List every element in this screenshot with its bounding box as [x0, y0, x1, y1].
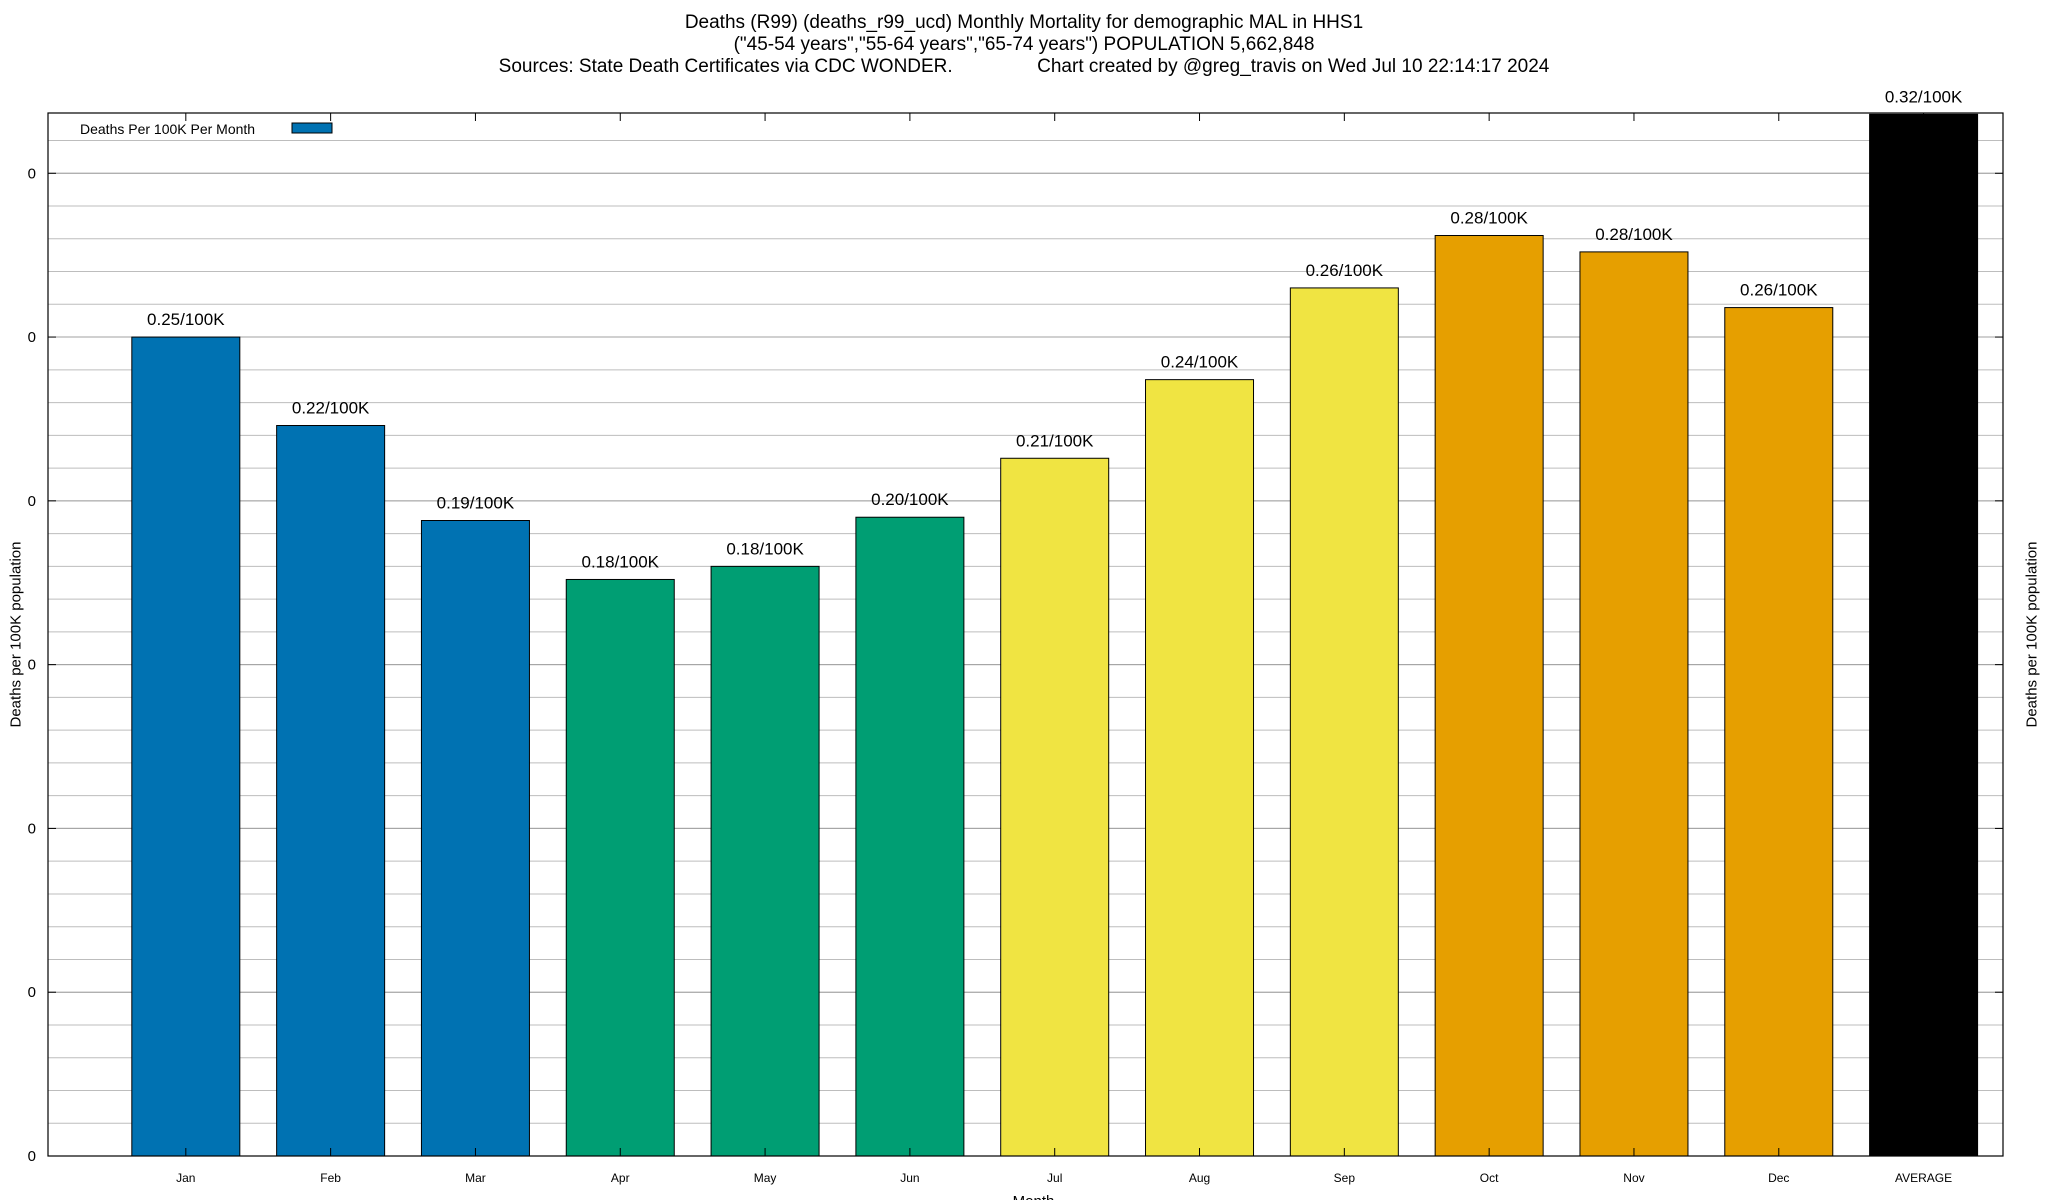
data-label: 0.21/100K [1016, 431, 1094, 450]
x-tick-label: Nov [1623, 1171, 1644, 1185]
x-axis-title: Month [1013, 1193, 1055, 1200]
y-axis-title-left: Deaths per 100K population [7, 541, 25, 728]
x-tick-label: Oct [1480, 1171, 1499, 1185]
data-label: 0.32/100K [1885, 87, 1963, 106]
bar-feb [276, 425, 386, 1157]
bar-oct [1434, 235, 1544, 1157]
y-axis-title-right: Deaths per 100K population [2023, 541, 2041, 728]
x-tick-label: Aug [1189, 1171, 1210, 1185]
bar-aug [1145, 379, 1255, 1157]
data-label: 0.18/100K [726, 539, 804, 558]
data-label: 0.26/100K [1740, 281, 1818, 300]
bar-jul [1000, 457, 1110, 1157]
data-label: 0.18/100K [582, 552, 660, 571]
x-tick-label: Jul [1047, 1171, 1062, 1185]
legend-label: Deaths Per 100K Per Month [80, 121, 255, 137]
bar-mar [420, 520, 530, 1157]
x-tick-label: May [754, 1171, 777, 1185]
x-tick-label: Apr [611, 1171, 630, 1185]
bar-average [1869, 113, 1979, 1157]
y-tick-label: 0 [28, 1148, 36, 1165]
y-tick-label: 0 [28, 984, 36, 1001]
title-line-1: Deaths (R99) (deaths_r99_ucd) Monthly Mo… [684, 12, 1364, 33]
x-tick-label: Mar [465, 1171, 486, 1185]
x-tick-label: Feb [320, 1171, 341, 1185]
data-label: 0.25/100K [147, 310, 225, 329]
data-label: 0.28/100K [1450, 209, 1528, 228]
y-tick-label: 0 [28, 165, 36, 182]
data-label: 0.19/100K [437, 494, 515, 513]
y-tick-label: 0 [28, 329, 36, 346]
y-tick-label: 0 [28, 657, 36, 674]
legend-swatch [291, 122, 333, 134]
bar-apr [565, 578, 675, 1157]
data-label: 0.20/100K [871, 490, 949, 509]
title-line-2: ("45-54 years","55-64 years","65-74 year… [733, 34, 1315, 55]
bar-jun [855, 516, 965, 1157]
y-tick-label: 0 [28, 493, 36, 510]
data-label: 0.24/100K [1161, 353, 1239, 372]
x-tick-label: Sep [1334, 1171, 1356, 1185]
x-tick-label: Dec [1768, 1171, 1789, 1185]
bar-nov [1579, 251, 1689, 1157]
x-tick-label: Jan [176, 1171, 195, 1185]
bar-jan [131, 336, 241, 1157]
chart-title: Deaths (R99) (deaths_r99_ucd) Monthly Mo… [0, 12, 2048, 78]
x-tick-label: Jun [900, 1171, 919, 1185]
title-line-3: Sources: State Death Certificates via CD… [498, 56, 1550, 77]
bar-sep [1289, 287, 1399, 1157]
bar-may [710, 565, 820, 1157]
bar-dec [1724, 307, 1834, 1157]
x-tick-label: AVERAGE [1895, 1171, 1952, 1185]
y-tick-label: 0 [28, 820, 36, 837]
data-label: 0.26/100K [1306, 261, 1384, 280]
plot-border [47, 112, 2004, 1157]
data-label: 0.22/100K [292, 399, 370, 418]
data-label: 0.28/100K [1595, 225, 1673, 244]
